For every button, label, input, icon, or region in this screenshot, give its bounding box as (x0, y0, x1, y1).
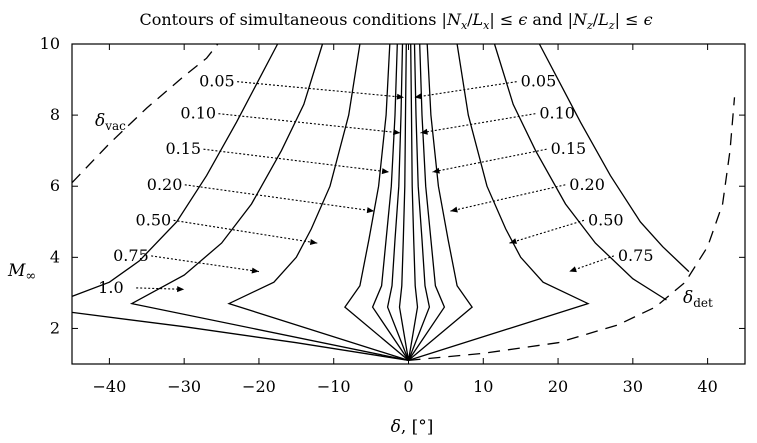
contour-label-left: 0.50 (136, 210, 172, 229)
contour-label-left: 0.20 (147, 175, 183, 194)
arrow-head-right (569, 266, 577, 273)
y-axis-label: M∞ (7, 261, 36, 284)
contour-label-right: 0.20 (569, 175, 605, 194)
contour-label-right: 0.10 (539, 104, 575, 123)
contour-line-0-15-right (407, 43, 446, 361)
y-tick-label: 2 (50, 318, 60, 337)
y-tick-label: 10 (40, 34, 60, 53)
x-axis-label: δ, [°] (391, 417, 434, 437)
x-tick-label: −20 (242, 377, 276, 396)
contour-labels: 0.05 0.10 0.15 0.20 0.50 0.75 1.0 0.05 0.10 0.15 0… (98, 72, 653, 297)
label-arrow-left (151, 255, 260, 273)
contour-label-right: 0.50 (588, 210, 624, 229)
arrow-head-right (420, 128, 428, 135)
contour-label-right: 0.75 (618, 246, 654, 265)
boundary-curves (71, 43, 736, 362)
label-arrow-right (509, 219, 585, 244)
detachment-boundary-line (408, 97, 736, 362)
arrow-head-right (432, 167, 440, 174)
label-arrow-left (136, 287, 185, 290)
arrow-head-left (366, 207, 375, 214)
contour-line-0-50-right (408, 43, 590, 362)
contour-label-left: 0.05 (199, 72, 235, 91)
arrow-head-left (177, 286, 185, 293)
label-arrow-right (569, 255, 615, 273)
contour-line-lower-boundary-left (71, 311, 409, 362)
x-tick-label: 10 (473, 377, 493, 396)
label-arrow-right (432, 148, 547, 173)
contour-label-left: 1.0 (98, 278, 123, 297)
y-tick-labels: 2 4 6 8 10 (40, 34, 60, 337)
plot-area-frame (71, 43, 746, 365)
contour-line-1-0-right (538, 43, 690, 273)
delta-det-label: δdet (683, 288, 713, 310)
arrow-head-left (309, 239, 318, 245)
contour-label-left: 0.15 (165, 139, 201, 158)
label-arrow-right (450, 184, 566, 212)
contour-lines (71, 43, 690, 362)
contour-line-0-75-left (129, 43, 409, 362)
y-tick-label: 6 (50, 176, 60, 195)
contour-label-right: 0.05 (521, 72, 557, 91)
chart-title: Contours of simultaneous conditions |Nx/… (139, 10, 652, 32)
x-tick-label: 30 (623, 377, 643, 396)
contour-line-0-50-left (227, 43, 409, 362)
contour-label-right: 0.15 (551, 139, 587, 158)
x-tick-label: −30 (167, 377, 201, 396)
label-arrow-left (203, 148, 390, 173)
arrow-head-left (396, 93, 405, 100)
label-arrow-right (420, 113, 536, 134)
contour-line-0-10-left (386, 43, 410, 361)
contour-line-0-75-right (493, 43, 667, 301)
x-tick-label: 40 (697, 377, 717, 396)
y-tick-label: 8 (50, 105, 60, 124)
axis-ticks (72, 43, 745, 364)
contour-line-0-10-right (407, 43, 431, 361)
contour-label-left: 0.10 (180, 104, 216, 123)
x-tick-label: −40 (93, 377, 127, 396)
arrow-head-right (509, 238, 518, 244)
label-arrows (136, 81, 615, 293)
vacuum-boundary-line (71, 43, 219, 184)
contour-line-0-15-left (371, 43, 410, 361)
x-tick-label: 0 (403, 377, 413, 396)
delta-vac-label: δvac (95, 111, 126, 133)
contour-line-0-20-right (408, 43, 473, 361)
contour-label-left: 0.75 (113, 246, 149, 265)
x-tick-label: 20 (548, 377, 568, 396)
label-arrow-left (218, 113, 401, 134)
arrow-head-right (450, 206, 458, 213)
contour-line-0-05-left (398, 43, 410, 361)
label-arrow-left (237, 81, 405, 98)
label-arrow-left (184, 184, 375, 212)
arrow-head-right (414, 93, 422, 100)
x-tick-label: −10 (317, 377, 351, 396)
label-arrow-left (173, 219, 318, 244)
arrow-head-left (381, 168, 390, 175)
x-tick-labels: −40 −30 −20 −10 0 10 20 30 40 (93, 377, 718, 396)
label-arrow-right (414, 81, 517, 98)
contour-line-0-20-left (344, 43, 409, 361)
contour-line-0-05-right (407, 43, 419, 361)
arrow-head-left (392, 129, 401, 136)
y-tick-label: 4 (50, 247, 60, 266)
contour-line-1-0-left (71, 43, 279, 298)
arrow-head-left (251, 267, 259, 274)
